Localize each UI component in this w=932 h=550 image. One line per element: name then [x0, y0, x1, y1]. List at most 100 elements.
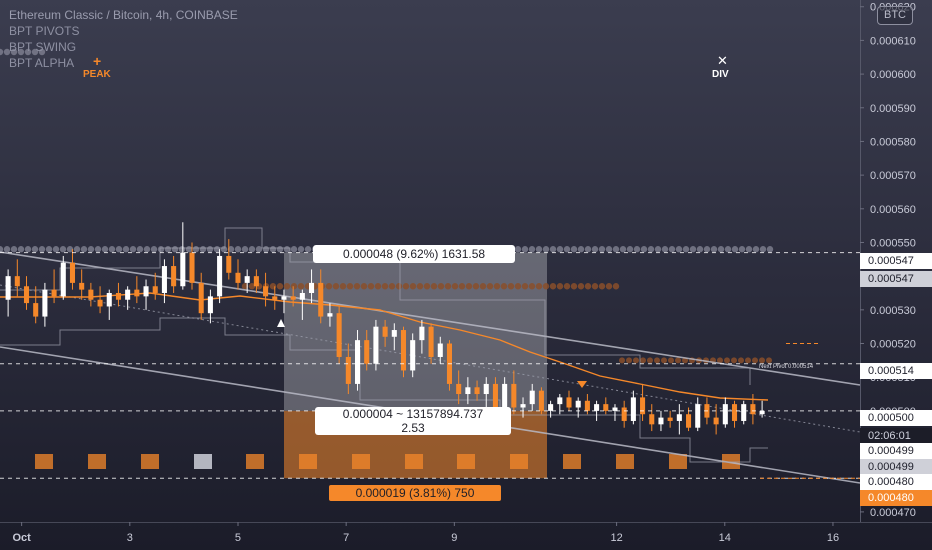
y-tick-label: 0.000470 — [870, 507, 916, 519]
swing-dot — [759, 357, 765, 364]
alpha-square-marker — [35, 454, 53, 469]
swing-dot — [290, 283, 298, 290]
measure-bottom-label: 0.000019 (3.81%) 750 — [329, 485, 501, 501]
symbol-title[interactable]: Ethereum Classic / Bitcoin, 4h, COINBASE — [9, 8, 238, 22]
candle-body — [79, 282, 85, 290]
pivot-dot — [528, 246, 536, 253]
currency-badge[interactable]: BTC — [877, 6, 913, 25]
candle-body — [198, 282, 204, 314]
swing-dot — [556, 283, 564, 290]
y-tick-label: 0.000570 — [870, 170, 916, 182]
pivot-dot — [101, 246, 109, 253]
pivot-dot — [220, 246, 228, 253]
x-tick-label: 7 — [343, 532, 349, 544]
pivot-dot — [304, 246, 312, 253]
alpha-square-marker — [669, 454, 687, 469]
alpha-square-marker — [194, 454, 212, 469]
pivot-dot — [549, 246, 557, 253]
pivot-dot — [206, 246, 214, 253]
candle-body — [649, 414, 655, 425]
x-tick-label: 14 — [719, 532, 731, 544]
candle-body — [5, 276, 11, 300]
alpha-trail-line — [0, 292, 769, 401]
pivot-dot — [682, 246, 690, 253]
candle-body — [713, 417, 719, 425]
candle-body — [327, 313, 333, 317]
swing-dot — [549, 283, 557, 290]
chart-legend: Ethereum Classic / Bitcoin, 4h, COINBASE… — [9, 7, 238, 71]
pivot-dot — [3, 246, 11, 253]
peak-plus-icon: + — [93, 53, 102, 69]
horizontal-levels — [0, 252, 860, 479]
pivot-dot — [612, 246, 620, 253]
alpha-square-marker — [299, 454, 317, 469]
x-tick-label: 9 — [451, 532, 457, 544]
candle-body — [594, 404, 600, 411]
pivot-dot — [654, 246, 662, 253]
candle-body — [456, 383, 462, 395]
indicator-alpha[interactable]: BPT ALPHA — [9, 56, 75, 70]
candle-body — [14, 276, 20, 287]
candle-body — [676, 414, 682, 421]
swing-dot — [598, 283, 606, 290]
candle-body — [538, 390, 544, 411]
candle-body — [667, 417, 673, 421]
swing-dot — [430, 283, 438, 290]
y-tick-label: 0.000580 — [870, 136, 916, 148]
alpha-square-marker — [563, 454, 581, 469]
pivot-dot — [38, 246, 46, 253]
pivot-dot — [619, 246, 627, 253]
candle-body — [759, 410, 765, 415]
measure-top-label: 0.000048 (9.62%) 1631.58 — [313, 245, 515, 263]
indicator-pivots[interactable]: BPT PIVOTS — [9, 24, 80, 38]
candle-body — [226, 255, 232, 273]
swing-dot — [633, 357, 639, 364]
swing-dot — [423, 283, 431, 290]
candle-body — [658, 417, 664, 425]
candle-body — [272, 296, 278, 300]
candle-body — [244, 276, 250, 283]
candle-body — [584, 400, 590, 411]
buy-triangle-icon — [277, 319, 285, 327]
swing-dot — [339, 283, 347, 290]
pivot-dot — [759, 246, 767, 253]
swing-dot — [409, 283, 417, 290]
pivot-dot — [675, 246, 683, 253]
price-tag-support: 0.000480 — [860, 474, 932, 490]
x-tick-label: Oct — [12, 532, 31, 544]
pivot-dot — [717, 246, 725, 253]
swing-dot — [745, 357, 751, 364]
swing-dot — [675, 357, 681, 364]
candle-body — [382, 326, 388, 337]
pivot-dot — [234, 246, 242, 253]
candle-body — [281, 296, 287, 300]
pivot-dot — [269, 246, 277, 253]
swing-dot — [542, 283, 550, 290]
candle-body — [566, 397, 572, 408]
swing-dot — [724, 357, 730, 364]
bar-countdown: 02:06:01 — [860, 428, 932, 444]
mid-channel-line — [0, 284, 861, 433]
swing-dot — [241, 283, 249, 290]
pivot-dot — [108, 246, 116, 253]
measure-zone-upper — [284, 252, 547, 411]
pivot-dot — [598, 246, 606, 253]
indicator-swing[interactable]: BPT SWING — [9, 40, 77, 54]
pivot-dot — [535, 246, 543, 253]
pivot-dot — [745, 246, 753, 253]
candle-body — [336, 313, 342, 357]
swing-dot — [451, 283, 459, 290]
candle-body — [115, 292, 121, 300]
alpha-square-marker — [141, 454, 159, 469]
candle-body — [290, 296, 296, 300]
swing-dot — [612, 283, 620, 290]
pivot-dot — [0, 246, 4, 253]
alpha-square-marker — [352, 454, 370, 469]
candle-body — [180, 252, 186, 287]
pivot-dot — [10, 48, 18, 56]
pivot-dot — [248, 246, 256, 253]
candle-body — [502, 383, 508, 408]
candle-body — [171, 266, 177, 287]
candlesticks — [5, 222, 765, 435]
